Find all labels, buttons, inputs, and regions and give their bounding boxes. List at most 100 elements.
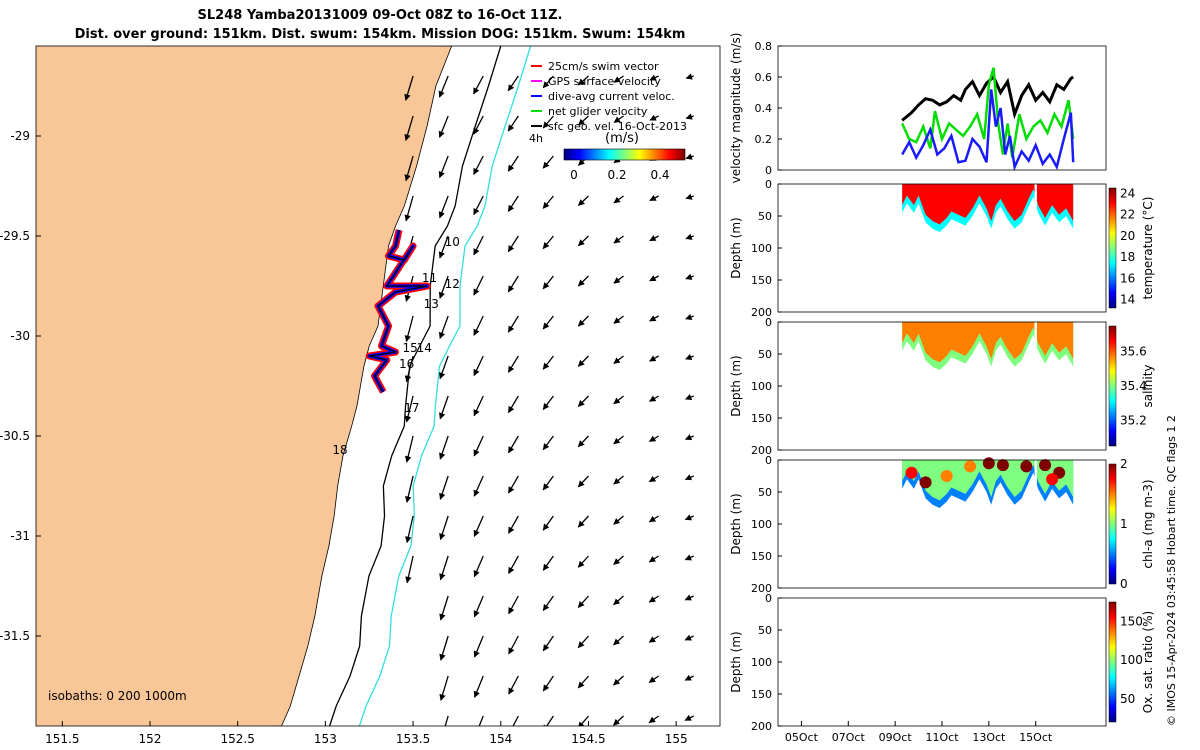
geo-velocity-arrow — [613, 675, 624, 686]
geo-velocity-arrow — [613, 195, 624, 204]
legend-item: dive-avg current veloc. — [548, 90, 675, 103]
y-tick-label: 0 — [765, 178, 772, 191]
panel-frame — [777, 597, 1107, 727]
lon-tick-label: 153 — [314, 732, 337, 746]
geo-velocity-arrow — [685, 394, 694, 401]
geo-velocity-arrow — [649, 74, 659, 81]
geo-velocity-arrow — [507, 475, 519, 494]
geo-velocity-arrow — [473, 555, 484, 578]
colorbar-tick-label: 150 — [1120, 614, 1143, 628]
geo-velocity-arrow — [512, 715, 519, 726]
colorbar-tick: 0.4 — [650, 168, 669, 182]
lon-tick-label: 153.5 — [396, 732, 430, 746]
geo-velocity-arrow — [613, 595, 624, 606]
y-tick-label: 100 — [751, 518, 772, 531]
panel-2: 0 50 100 150 200 14 16 18 20 22 24 temperature (°C)… — [729, 178, 1155, 319]
y-tick-label: 200 — [751, 582, 772, 595]
geo-velocity-arrow — [577, 435, 589, 448]
geo-velocity-arrow — [439, 595, 449, 621]
section-patch — [919, 476, 932, 489]
y-tick-label: 50 — [758, 348, 772, 361]
geo-velocity-arrow — [684, 714, 694, 721]
geo-velocity-arrow — [613, 75, 624, 83]
geo-velocity-arrow — [648, 715, 659, 724]
geo-velocity-arrow — [438, 115, 449, 138]
panel-4: 0 50 100 150 200 0 1 2 chl-a (mg m-3) Depth (m) — [729, 454, 1155, 595]
geo-velocity-arrow — [542, 315, 554, 330]
section-patch — [964, 460, 977, 473]
colorbar-tick-label: 0 — [1120, 577, 1128, 591]
geo-velocity-arrow — [613, 235, 624, 244]
geo-velocity-arrow — [507, 235, 519, 253]
y-tick-label: 150 — [751, 274, 772, 287]
y-tick-label: 0.2 — [755, 133, 773, 146]
geo-velocity-arrow — [577, 635, 589, 649]
geo-velocity-arrow — [507, 275, 519, 293]
y-tick-label: 0 — [765, 454, 772, 467]
geo-velocity-arrow — [685, 233, 694, 240]
colorbar-label: chl-a (mg m-3) — [1141, 479, 1155, 568]
section-patch — [996, 459, 1009, 472]
geo-velocity-arrow — [473, 115, 484, 135]
velocity-series — [901, 67, 1075, 158]
day-label: 15 — [403, 341, 418, 355]
geo-velocity-arrow — [685, 353, 694, 361]
geo-velocity-arrow — [542, 355, 554, 370]
time-tick-label: 09Oct — [879, 731, 913, 744]
y-tick-label: 200 — [751, 720, 772, 733]
geo-velocity-arrow — [648, 595, 659, 603]
section-patch — [1020, 460, 1033, 473]
geo-velocity-arrow — [685, 73, 694, 80]
colorbar-tick-label: 20 — [1120, 229, 1135, 243]
geo-velocity-arrow — [439, 395, 449, 420]
geo-velocity-arrow — [684, 474, 694, 481]
geo-velocity-arrow — [684, 594, 694, 601]
geo-velocity-arrow — [507, 155, 519, 172]
geo-velocity-arrow — [577, 355, 589, 367]
geo-velocity-arrow — [438, 235, 449, 259]
lat-tick-label: -31 — [10, 529, 30, 543]
geo-velocity-arrow — [685, 153, 694, 160]
geo-velocity-arrow — [542, 635, 554, 652]
y-tick-label: 50 — [758, 210, 772, 223]
geo-velocity-arrow — [613, 395, 624, 405]
geo-velocity-arrow — [473, 475, 484, 497]
day-label: 11 — [422, 271, 437, 285]
section-patch — [940, 470, 953, 482]
geo-velocity-arrow — [438, 315, 449, 340]
geo-velocity-arrow — [507, 195, 519, 212]
colorbar-tick-label: 35.4 — [1120, 379, 1147, 393]
y-tick-label: 150 — [751, 412, 772, 425]
geo-velocity-arrow — [473, 275, 484, 296]
colorbar — [563, 148, 686, 161]
geo-velocity-arrow — [613, 275, 624, 284]
colorbar-tick-label: 24 — [1120, 186, 1135, 200]
geo-velocity-arrow — [404, 75, 414, 101]
geo-velocity-arrow — [473, 315, 484, 336]
colorbar-tick-label: 2 — [1120, 457, 1128, 471]
geo-velocity-arrow — [405, 555, 414, 584]
y-tick-label: 50 — [758, 486, 772, 499]
lon-tick-label: 155 — [665, 732, 688, 746]
y-tick-label: 0.8 — [755, 40, 773, 53]
panel-3: 0 50 100 150 200 35.2 35.4 35.6 salinity Depth (m… — [729, 316, 1155, 457]
day-label: 10 — [445, 235, 460, 249]
geo-velocity-arrow — [405, 475, 414, 503]
panel-colorbar — [1108, 187, 1117, 309]
geo-velocity-arrow — [648, 515, 659, 523]
lon-tick-label: 154 — [489, 732, 512, 746]
geo-velocity-arrow — [508, 675, 519, 695]
geo-velocity-arrow — [404, 115, 414, 142]
glider-track — [369, 229, 428, 393]
geo-velocity-arrow — [439, 435, 449, 460]
geo-velocity-arrow — [577, 235, 589, 247]
geo-velocity-arrow — [542, 555, 554, 571]
y-tick-label: 100 — [751, 380, 772, 393]
geo-velocity-arrow — [439, 555, 449, 581]
colorbar-label: salinity — [1141, 364, 1155, 407]
section-upper — [902, 184, 1074, 225]
velocity-series — [901, 89, 1075, 172]
geo-velocity-arrow — [508, 515, 519, 534]
map-frame — [35, 45, 721, 727]
y-tick-label: 150 — [751, 688, 772, 701]
